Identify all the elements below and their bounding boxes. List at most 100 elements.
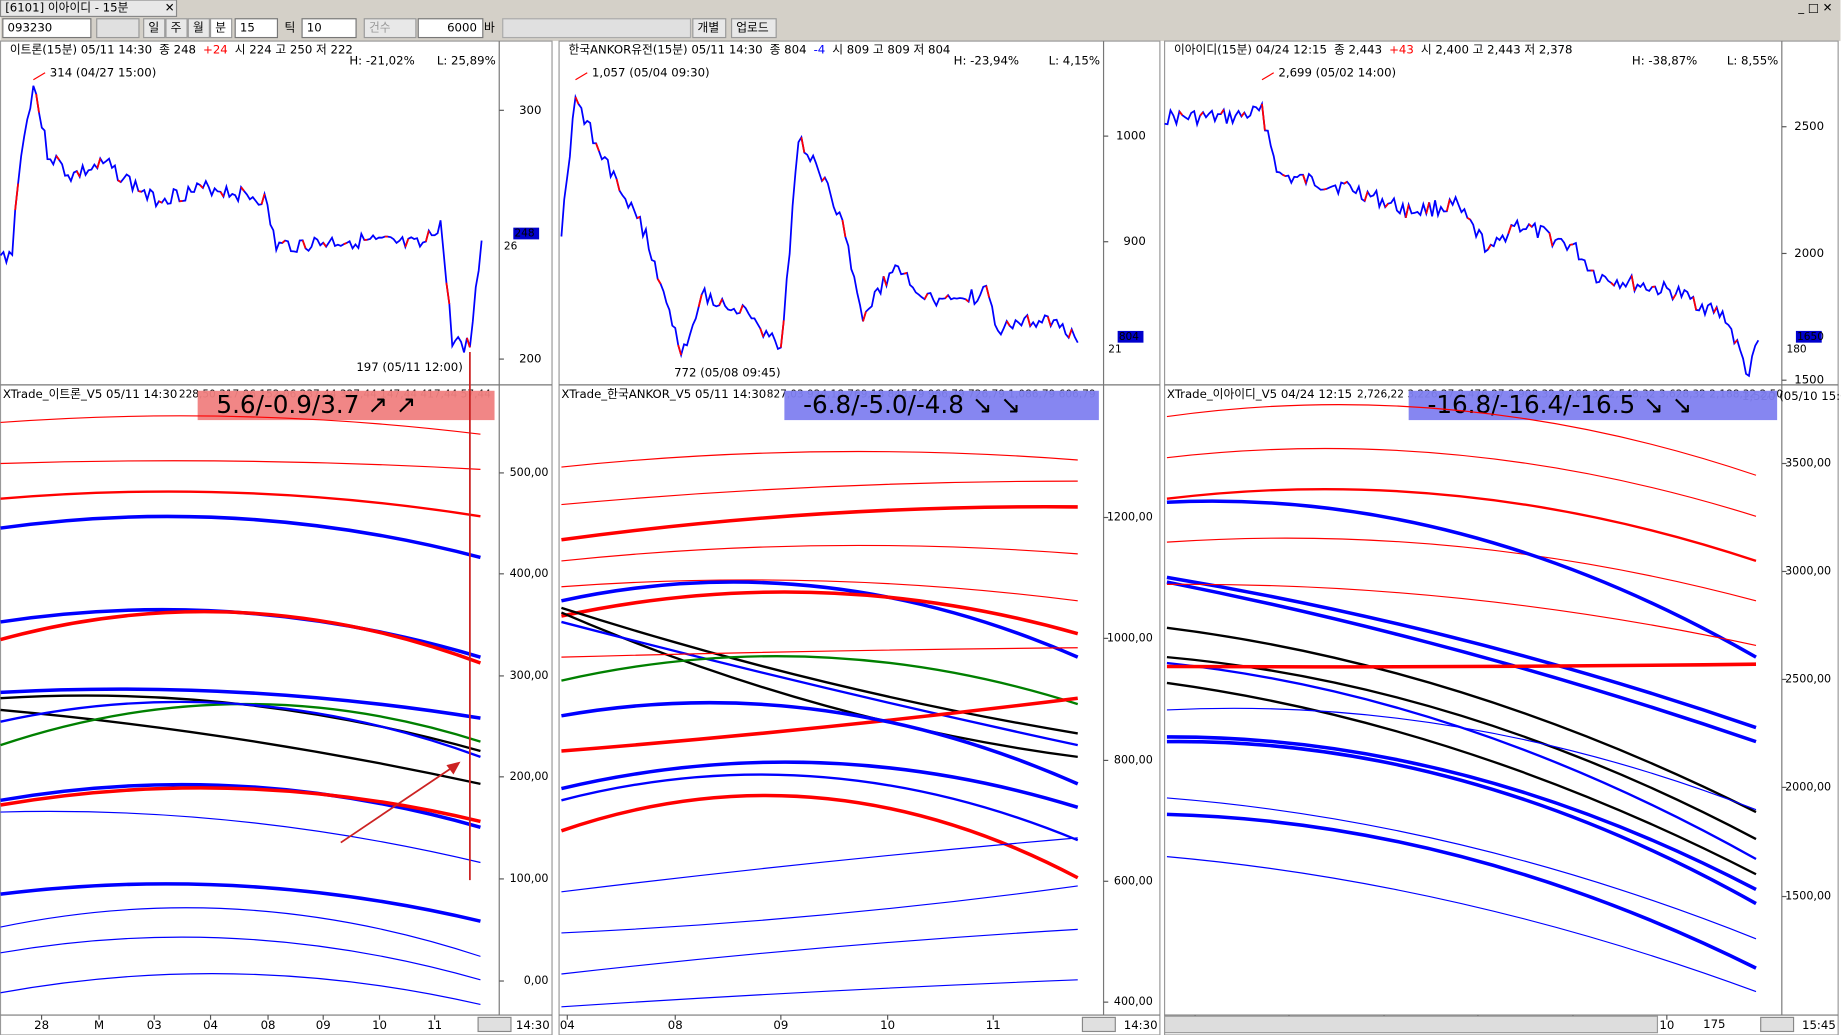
window-tab[interactable] [0,0,178,18]
price-up-segment [343,242,348,246]
indicator-line [560,611,1078,759]
x-label: 08 [668,1018,683,1032]
price-up-segment [1507,224,1513,234]
indicator-line [561,544,1078,562]
indicator-tick-label: 2000,00 [1785,780,1831,793]
indicator-tick-label: 100,00 [510,872,549,885]
panel-border [0,40,553,1035]
price-up-segment [219,191,225,198]
indicator-line [1166,707,1757,811]
price-up-segment [425,230,430,242]
indicator-line [0,490,481,518]
price-up-segment [322,242,327,248]
indicator-line [1166,739,1757,906]
indicator-line [0,700,481,758]
indicator-tick-label: 200,00 [510,770,549,783]
window-controls[interactable]: _ □ ✕ [1797,1,1832,15]
individual-button[interactable] [692,18,727,39]
price-up-segment [800,137,806,153]
indicator-line [1166,681,1757,876]
period: 분 [215,21,226,35]
indicator-line [1166,735,1757,892]
interval: 15 [240,21,255,35]
price-up-segment [656,278,662,285]
period-button[interactable] [143,18,166,39]
price-up-segment [240,186,245,192]
indicator-line [0,973,481,1006]
zoom-buttons[interactable] [1760,1016,1795,1033]
indicator-title: XTrade_한국ANKOR_V5 05/11 14:30 [561,387,766,401]
indicator-line [1166,626,1757,814]
price-up-segment [882,276,888,286]
price-up-segment [1671,294,1677,300]
interval-box[interactable] [234,18,279,39]
high-pct: H: -38,87% [1632,54,1697,68]
scrollbar[interactable] [1163,1015,1659,1034]
signal-badge-bg [1408,390,1778,421]
max-pointer [1261,72,1275,81]
price-up-segment [1466,217,1471,221]
x-label: 10 [372,1018,387,1032]
indicator-line [561,505,1078,542]
low-pct: L: 25,89% [437,54,496,68]
x-label: M [94,1018,104,1032]
price-tag-bg [513,227,540,240]
price-up-segment [574,96,580,105]
price-up-segment [1692,296,1698,311]
window-title: [6101] 이아이디 - 15분 [5,1,128,15]
price-up-segment [738,304,744,314]
price-up-segment [281,239,286,244]
period-button[interactable] [209,18,233,39]
tick-box[interactable] [301,18,357,39]
x-label: 09 [316,1018,331,1032]
price-header: 이트론(15분) 05/11 14:30 종 248 +24 시 224 고 250 … [10,42,353,56]
panel-border [558,40,1161,1035]
price-tag-bg [1795,330,1822,343]
chart-panel: 한국ANKOR유전(15분) 05/11 14:30 종 804 -4 시 809 고… [558,40,1161,1035]
price-tag: 804 [1119,331,1139,343]
x-label: 04 [203,1018,218,1032]
max-pointer [33,72,46,81]
price-up-segment [923,293,929,300]
price-up-segment [944,294,949,299]
count-box[interactable] [417,18,484,39]
price-up-segment [260,193,266,205]
x-label: 11 [427,1018,442,1032]
tool-icons[interactable] [502,18,692,39]
price-tick-label: 2500 [1794,119,1824,133]
price-up-segment [35,93,40,113]
price-tick-label: 200 [519,352,541,366]
zoom-buttons[interactable] [477,1016,512,1033]
price-tag: 1650 [1797,331,1824,343]
indicator-line [561,696,1078,753]
code-box[interactable] [2,18,92,39]
x-label: 08 [261,1018,276,1032]
price-up-segment [1733,339,1738,345]
count-unit: 바 [484,21,495,35]
price-up-segment [1199,111,1204,117]
count-type[interactable] [363,18,417,39]
indicator-line [561,979,1078,1008]
period-button[interactable] [187,18,210,39]
price-up-segment [1323,188,1327,191]
price-up-segment [466,337,471,348]
search-buttons[interactable] [96,18,140,39]
zoom-buttons[interactable] [1081,1016,1116,1033]
count: 6000 [447,21,477,35]
x-label: 11 [986,1018,1001,1032]
price-up-segment [965,298,970,303]
max-note: 2,699 (05/02 14:00) [1278,65,1396,79]
indicator-title: XTrade_이트론_V5 05/11 14:30 [3,387,177,401]
indicator-line [0,810,481,864]
indicator-line [1166,583,1757,646]
price-up-segment [1046,316,1052,327]
period-button[interactable] [165,18,188,39]
upload-button[interactable] [730,18,777,39]
indicator-tick-label: 600,00 [1114,874,1153,887]
indicator-tick-label: 800,00 [1114,753,1153,766]
close-tab[interactable]: ✕ [165,1,175,15]
price-up-segment [14,183,19,211]
price-up-segment [1610,282,1615,287]
